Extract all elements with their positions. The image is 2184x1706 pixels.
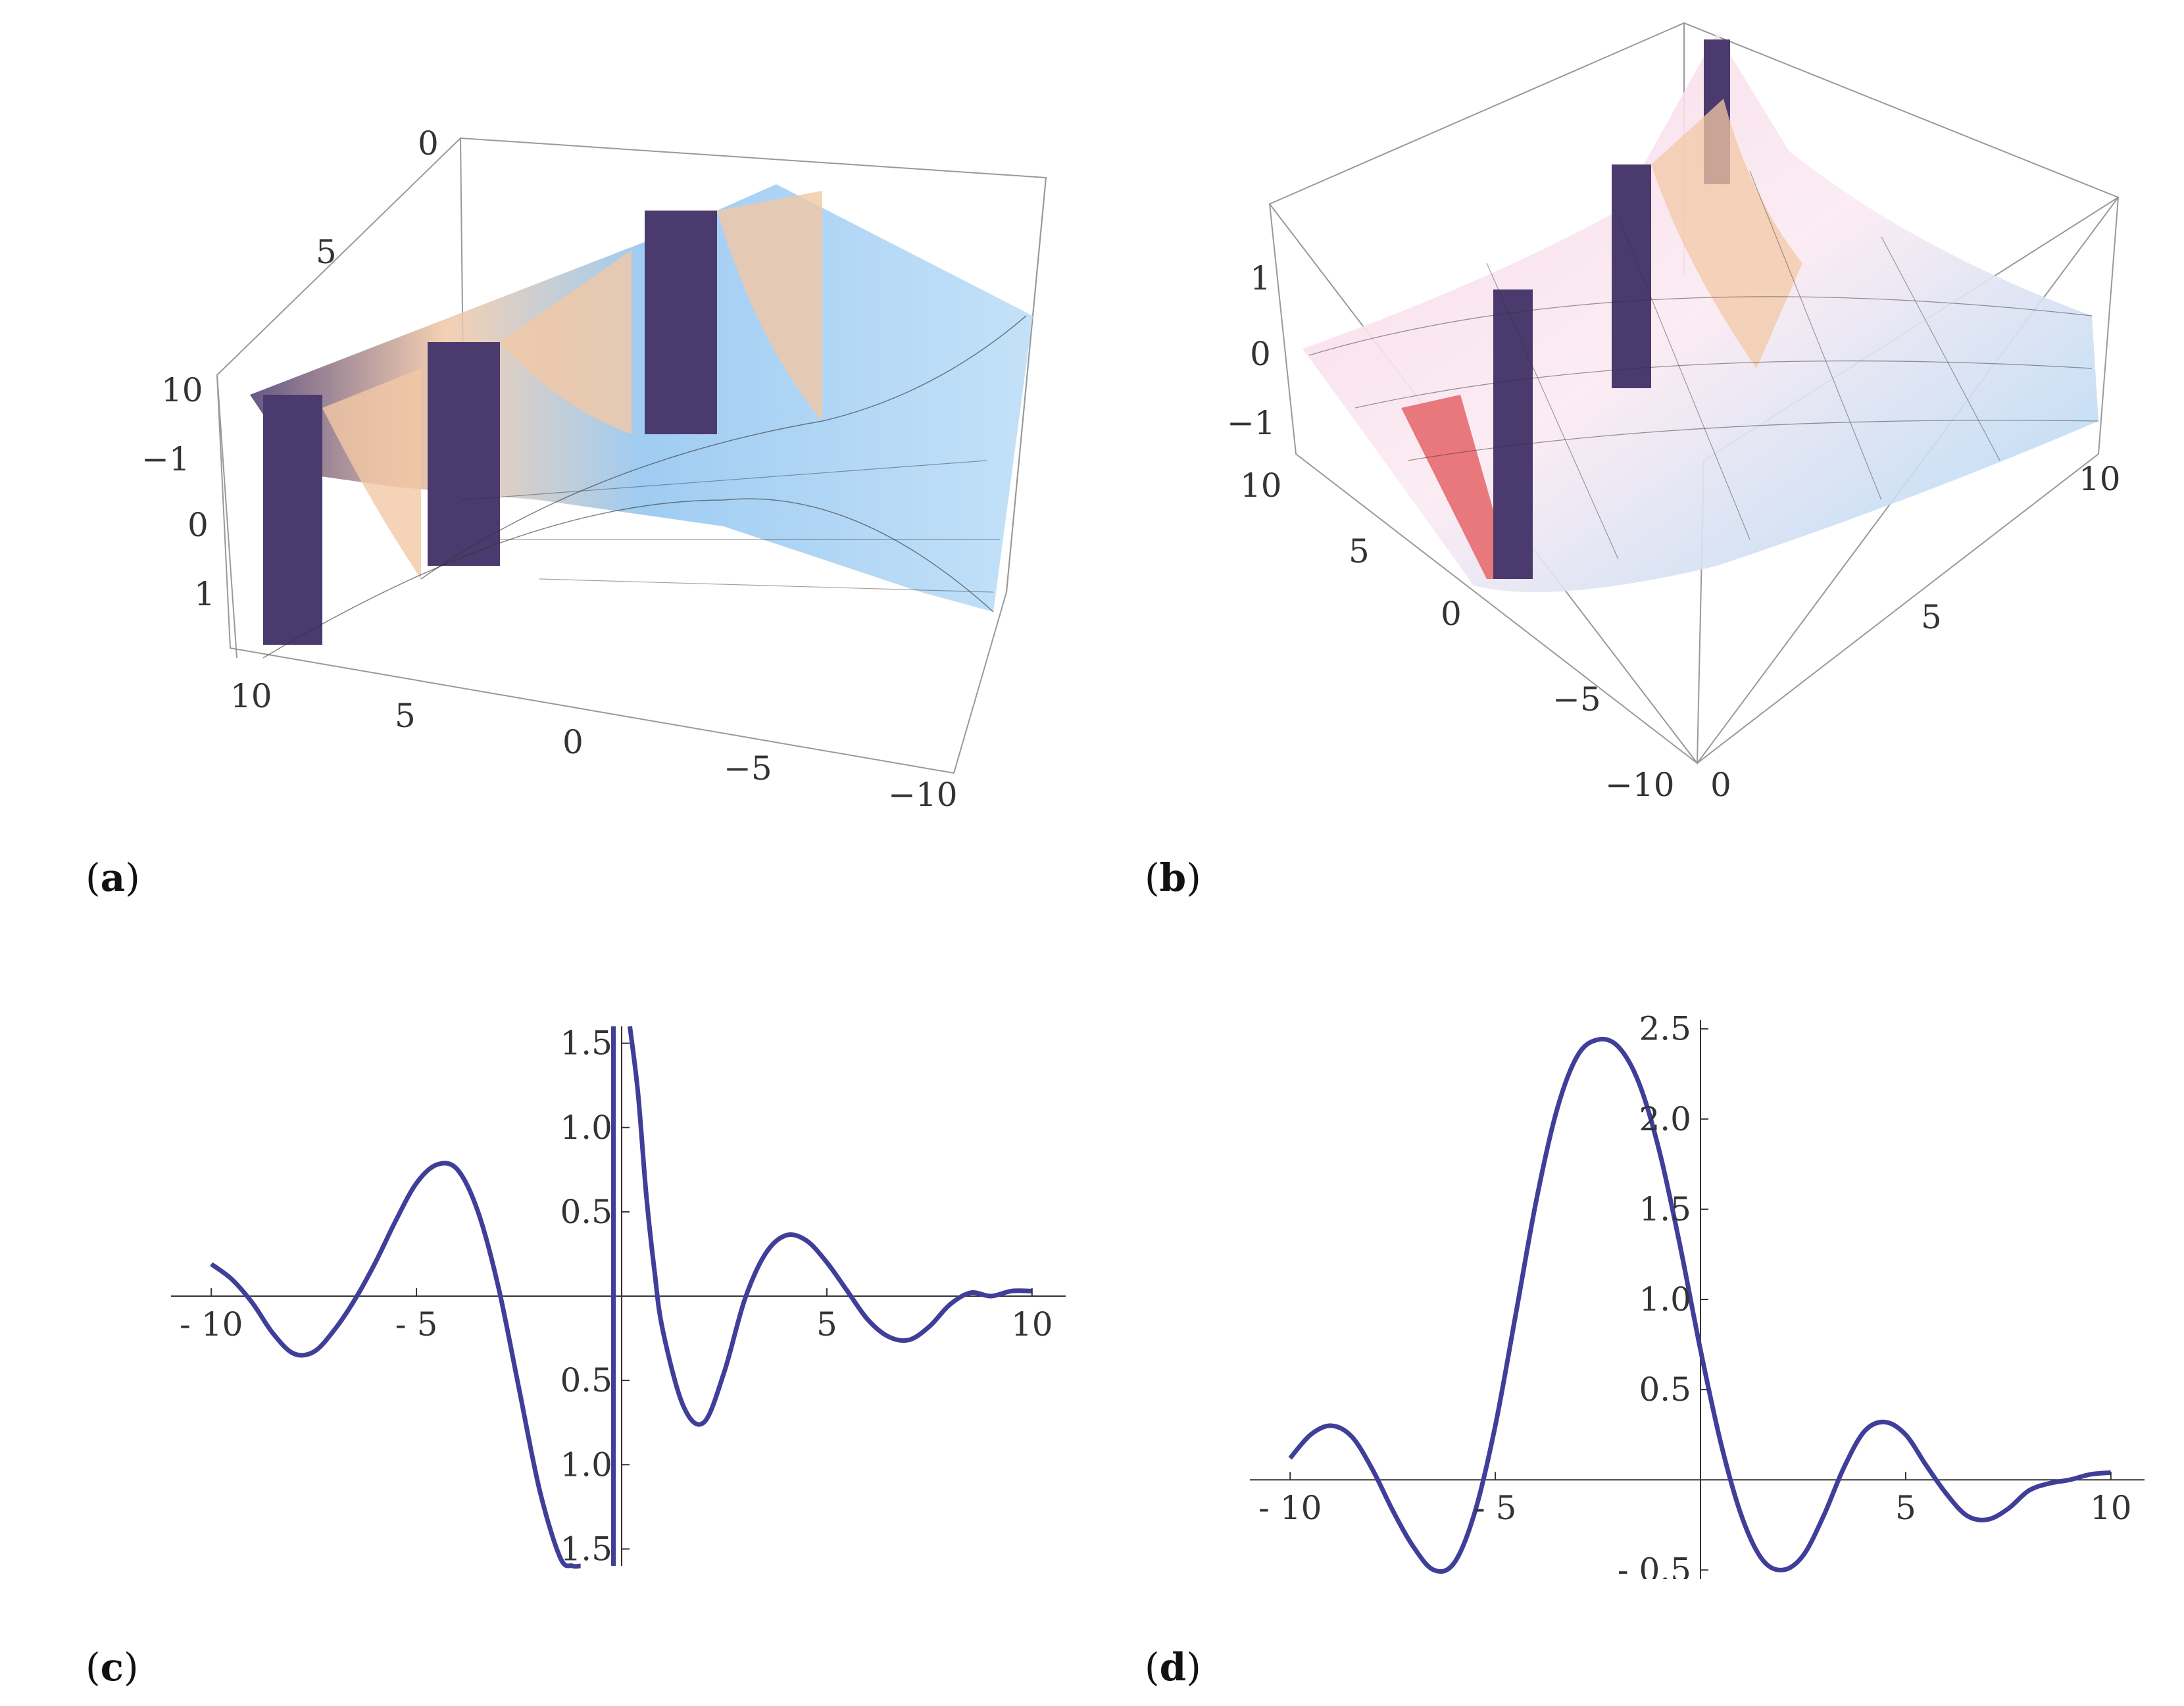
bounding-box-a	[216, 137, 1047, 774]
panel-label-a: (a)	[86, 855, 140, 900]
a-ytick-0: 0	[418, 124, 439, 163]
a-xtick-2: 0	[562, 723, 583, 761]
a-xtick-1: 5	[395, 697, 416, 735]
panel-label-c: (c)	[86, 1645, 139, 1690]
line-chart-c: - 10 - 5 5 10 1.5 1.0 0.5 0.5 1.0 1.5	[171, 1024, 1066, 1569]
d-ytick-label: 1.0	[1639, 1280, 1691, 1318]
d-ytick-label: - 0.5	[1618, 1551, 1691, 1579]
b-xtick-3: 5	[1349, 532, 1370, 570]
line-chart-d: - 10 - 5 5 10 - 0.5 0.5 1.0 1.5 2.0 2.5	[1250, 1010, 2145, 1579]
b-ytick-0: 0	[1710, 766, 1731, 804]
b-xtick-1: −5	[1552, 680, 1601, 718]
c-ytick-label: 1.0	[560, 1445, 612, 1484]
d-ytick-label: 0.5	[1639, 1370, 1691, 1409]
c-xtick-label: 5	[816, 1305, 837, 1343]
b-ztick-0: 1	[1250, 259, 1271, 297]
b-xtick-4: 10	[1240, 466, 1282, 505]
c-ytick-label: 1.5	[560, 1530, 612, 1568]
c-ytick-label: 1.0	[560, 1109, 612, 1147]
a-xtick-4: −10	[888, 776, 958, 814]
b-xtick-2: 0	[1441, 595, 1462, 633]
a-ztick-0: −1	[141, 440, 190, 478]
d-xtick-label: - 5	[1474, 1489, 1517, 1527]
c-ytick-label: 1.5	[560, 1024, 612, 1063]
c-xtick-label: 10	[1011, 1305, 1053, 1343]
c-ytick-label: 0.5	[560, 1361, 612, 1399]
d-ytick-label: 1.5	[1639, 1190, 1691, 1228]
panel-label-b: (b)	[1145, 855, 1201, 900]
d-ytick-label: 2.0	[1639, 1100, 1691, 1138]
a-xtick-3: −5	[724, 749, 772, 788]
a-xtick-0: 10	[230, 677, 272, 715]
c-xtick-label: - 5	[395, 1305, 438, 1343]
surface-plot-a: 10 5 0 −5 −10 0 5 10 −1 0 1	[141, 124, 1047, 814]
surface-a	[250, 184, 1033, 659]
surface-plot-b: −10 −5 0 5 10 0 5 10 1 0 −1	[1227, 22, 2121, 804]
d-xtick-label: 5	[1895, 1489, 1916, 1527]
a-ztick-2: 1	[194, 575, 215, 613]
d-ytick-label: 2.5	[1639, 1010, 1691, 1048]
c-ytick-label: 0.5	[560, 1193, 612, 1231]
a-ytick-1: 5	[316, 233, 337, 271]
d-xtick-label: - 10	[1258, 1489, 1322, 1527]
a-ytick-2: 10	[161, 371, 203, 409]
b-ztick-2: −1	[1227, 404, 1276, 442]
panel-label-d: (d)	[1145, 1645, 1201, 1690]
d-curve	[1288, 1036, 2112, 1574]
b-ztick-1: 0	[1250, 335, 1271, 373]
surface-b	[1303, 33, 2099, 592]
b-ytick-1: 5	[1921, 598, 1942, 636]
c-axes	[171, 1026, 1066, 1566]
a-ztick-1: 0	[187, 506, 209, 544]
d-xtick-label: 10	[2090, 1489, 2132, 1527]
b-ytick-2: 10	[2079, 460, 2121, 498]
c-curve	[210, 1026, 1032, 1569]
c-xtick-label: - 10	[180, 1305, 243, 1343]
b-xtick-0: −10	[1605, 766, 1675, 804]
